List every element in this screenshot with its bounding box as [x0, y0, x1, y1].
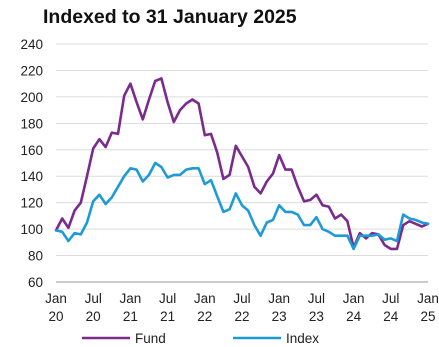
x-tick-label: 23 [309, 309, 324, 324]
series-line-fund [54, 77, 430, 251]
x-tick-label: 24 [383, 309, 399, 324]
x-tick-label: Jul [85, 291, 102, 306]
x-tick-label: 24 [346, 309, 362, 324]
x-tick-label: Jul [159, 291, 176, 306]
x-tick-label: 22 [197, 309, 212, 324]
x-tick-label: 20 [86, 309, 101, 324]
y-tick-label: 100 [20, 222, 43, 237]
x-tick-label: 23 [272, 309, 287, 324]
x-tick-label: Jan [343, 291, 365, 306]
x-tick-label: Jul [233, 291, 250, 306]
x-tick-label: Jan [120, 291, 142, 306]
chart-title: Indexed to 31 January 2025 [43, 6, 297, 28]
x-tick-label: 20 [48, 309, 63, 324]
x-tick-label: 21 [160, 309, 175, 324]
y-tick-label: 80 [28, 249, 43, 264]
y-tick-label: 60 [28, 275, 43, 290]
x-tick-label: Jul [308, 291, 325, 306]
x-tick-label: Jan [194, 291, 216, 306]
series-line-index [54, 161, 430, 251]
y-tick-label: 200 [20, 90, 43, 105]
x-tick-label: Jan [45, 291, 67, 306]
x-tick-label: Jul [382, 291, 399, 306]
legend-label-index: Index [286, 331, 319, 346]
x-tick-label: 22 [234, 309, 249, 324]
x-tick-label: 21 [123, 309, 138, 324]
x-tick-label: Jan [417, 291, 439, 306]
y-tick-label: 160 [20, 143, 43, 158]
x-tick-label: Jan [268, 291, 290, 306]
y-tick-label: 140 [20, 169, 43, 184]
legend-label-fund: Fund [135, 331, 166, 346]
y-tick-label: 120 [20, 196, 43, 211]
y-tick-label: 220 [20, 63, 43, 78]
y-tick-label: 180 [20, 116, 43, 131]
x-tick-label: 25 [420, 309, 435, 324]
y-tick-label: 240 [20, 37, 43, 52]
